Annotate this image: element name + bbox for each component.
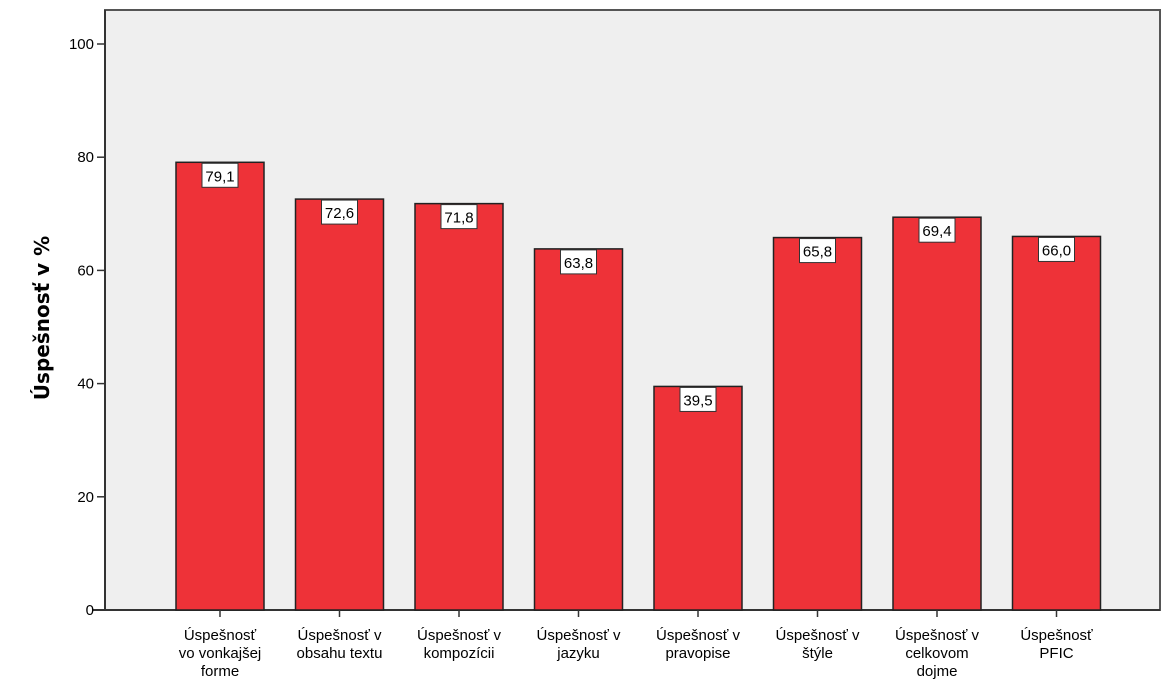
x-tick-label: Úspešnosť v obsahu textu [297, 627, 383, 662]
data-label: 63,8 [564, 255, 593, 272]
bars: 79,1 72,6 71,8 63,8 39,5 65,8 69,4 66,0 [175, 161, 1102, 611]
bar [653, 385, 743, 611]
y-axis-title: Úspešnosť v % [30, 236, 54, 400]
data-label-box [1038, 236, 1075, 262]
x-tick-label: Úspešnosť v kompozícii [417, 627, 501, 662]
y-tick-label: 0 [86, 602, 94, 619]
data-label: 71,8 [444, 210, 473, 227]
x-tick-label: Úspešnosť v pravopise [656, 627, 740, 662]
x-tick-label: Úspešnosť v jazyku [537, 627, 621, 662]
y-tick-label: 20 [77, 489, 94, 506]
data-label-box [679, 386, 717, 412]
x-tick-label: Úspešnosť v štýle [776, 627, 860, 662]
data-label: 72,6 [325, 205, 354, 222]
bar [772, 236, 863, 611]
y-axis: 0 20 40 60 80 100 [69, 10, 1160, 619]
y-tick-label: 60 [77, 262, 94, 279]
bar [533, 248, 624, 611]
x-tick-label: Úspešnosť PFIC [1020, 627, 1093, 662]
x-tick-label: Úspešnosť v celkovom dojme [895, 627, 979, 680]
y-tick-label: 80 [77, 149, 94, 166]
data-label-box [201, 162, 239, 188]
y-tick-label: 100 [69, 36, 94, 53]
data-label-box [918, 217, 956, 243]
bar [892, 216, 982, 611]
y-tick-label: 40 [77, 376, 94, 393]
data-label-box [321, 199, 358, 225]
data-label: 39,5 [683, 392, 712, 409]
x-axis-labels: Úspešnosť vo vonkajšej forme Úspešnosť v obs… [179, 610, 1093, 680]
bar [294, 198, 385, 611]
bar [414, 202, 504, 611]
bar [1011, 235, 1102, 611]
data-label-box [440, 204, 478, 230]
data-label-box [799, 238, 836, 264]
data-label: 66,0 [1042, 242, 1071, 259]
x-tick-label: Úspešnosť vo vonkajšej forme [179, 627, 262, 680]
data-label: 69,4 [922, 223, 951, 240]
bar [175, 161, 265, 611]
plot-area [104, 9, 1161, 611]
data-label-box [560, 249, 597, 275]
data-label: 65,8 [803, 244, 832, 261]
data-label: 79,1 [205, 168, 234, 185]
